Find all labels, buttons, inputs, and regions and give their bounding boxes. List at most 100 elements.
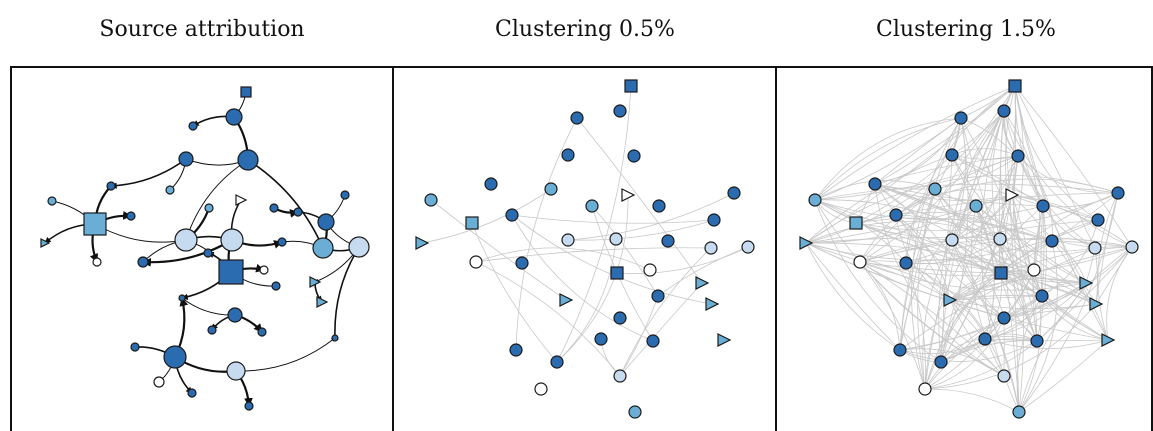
edge (814, 85, 1016, 201)
node (978, 332, 992, 346)
node (997, 369, 1011, 383)
node (613, 369, 627, 383)
node (331, 334, 339, 342)
node (889, 208, 903, 222)
node (945, 233, 959, 247)
edge (859, 261, 1087, 291)
edge (899, 348, 1005, 377)
node (309, 276, 322, 288)
edge (814, 183, 1119, 201)
edge (949, 299, 1097, 310)
edge (924, 303, 1097, 390)
edge (999, 238, 1020, 413)
edge (1041, 219, 1099, 297)
node (227, 307, 243, 323)
node (652, 199, 666, 213)
node (624, 79, 638, 93)
node (934, 355, 948, 369)
node (92, 257, 102, 267)
node (40, 238, 51, 248)
node (918, 382, 932, 396)
node (1091, 213, 1105, 227)
edge (911, 117, 962, 390)
node (187, 388, 197, 398)
node (868, 177, 882, 191)
edge (1000, 194, 1013, 274)
node (505, 208, 519, 222)
node (707, 213, 721, 227)
node (585, 199, 599, 213)
edge (805, 236, 1133, 248)
edge (1011, 194, 1025, 413)
node (1005, 188, 1020, 202)
node (544, 182, 558, 196)
node (1111, 186, 1125, 200)
edge (940, 194, 1013, 363)
edge (984, 282, 1087, 340)
node (415, 236, 430, 250)
edge (940, 85, 1016, 363)
node (47, 196, 57, 206)
node (424, 193, 438, 207)
node (226, 361, 246, 381)
node (893, 343, 907, 357)
edge (859, 238, 1001, 263)
node (237, 149, 259, 171)
edge (814, 117, 962, 201)
edge (805, 242, 901, 351)
node (1101, 333, 1116, 347)
edge (1097, 192, 1119, 341)
edge (940, 340, 1038, 363)
node (621, 188, 636, 202)
node (570, 111, 584, 125)
edge (1040, 205, 1044, 297)
edge (515, 117, 578, 351)
edge (110, 158, 187, 189)
node (178, 151, 194, 167)
edge (1003, 110, 1020, 413)
node (165, 185, 175, 195)
node (244, 401, 254, 411)
edge (895, 214, 1087, 284)
edge (855, 192, 1119, 232)
node (259, 265, 269, 275)
edge (94, 223, 187, 243)
node (727, 186, 741, 200)
edge (874, 183, 1044, 207)
node (174, 228, 198, 252)
node (1125, 240, 1139, 254)
edge (934, 188, 1109, 341)
network-source (40, 86, 370, 411)
node (469, 255, 483, 269)
edge (805, 242, 1109, 341)
edge (998, 238, 1038, 342)
edge (874, 183, 1005, 377)
edge (619, 282, 703, 377)
node (1035, 289, 1049, 303)
node (83, 212, 107, 236)
edge (1018, 192, 1119, 413)
node (704, 241, 718, 255)
edge (859, 261, 1002, 274)
edge (899, 188, 936, 351)
edge (1014, 85, 1099, 221)
edge (859, 261, 1005, 377)
edge (814, 199, 1087, 284)
edge (951, 154, 1099, 221)
node (613, 311, 627, 325)
edge (619, 295, 659, 377)
edge (511, 214, 715, 224)
node (1088, 241, 1102, 255)
panel-title: Clustering 0.5% (495, 17, 675, 42)
node (928, 182, 942, 196)
node (627, 149, 641, 163)
edge (475, 247, 651, 271)
edge (924, 194, 1013, 390)
edge (1011, 194, 1109, 341)
node (534, 382, 548, 396)
edge (924, 282, 1087, 390)
node (717, 333, 732, 347)
edge (235, 337, 336, 372)
edge (1017, 155, 1053, 242)
